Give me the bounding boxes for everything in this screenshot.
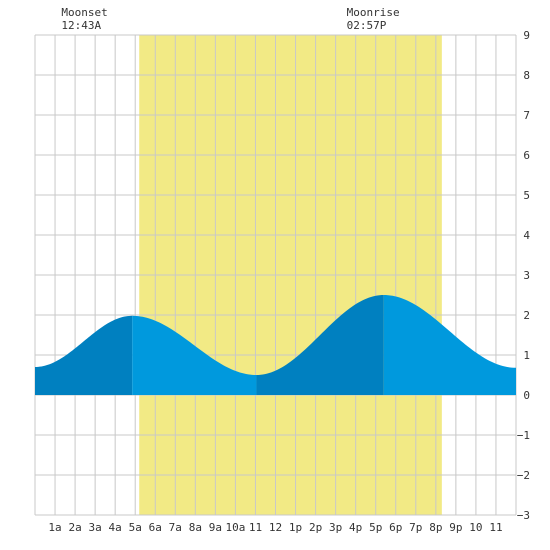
- x-tick-label: 1a: [48, 521, 61, 534]
- x-tick-label: 7p: [409, 521, 422, 534]
- x-tick-label: 7a: [169, 521, 182, 534]
- x-tick-label: 11: [249, 521, 262, 534]
- x-tick-label: 6p: [389, 521, 402, 534]
- y-tick-label: 5: [523, 189, 530, 202]
- x-tick-label: 6a: [149, 521, 162, 534]
- y-tick-label: 1: [523, 349, 530, 362]
- x-tick-label: 3p: [329, 521, 342, 534]
- tide-rising-segment: [35, 315, 133, 395]
- y-tick-label: −1: [517, 429, 530, 442]
- x-tick-label: 12: [269, 521, 282, 534]
- x-tick-label: 2a: [68, 521, 81, 534]
- y-tick-label: 9: [523, 29, 530, 42]
- x-tick-label: 10: [469, 521, 482, 534]
- x-tick-label: 5p: [369, 521, 382, 534]
- y-axis-labels: 9 8 7 6 5 4 3 2 1 0 −1 −2 −3: [517, 29, 531, 522]
- y-tick-label: 2: [523, 309, 530, 322]
- tide-rising-segment: [256, 295, 384, 395]
- x-tick-label: 4a: [109, 521, 122, 534]
- x-tick-label: 10a: [225, 521, 245, 534]
- y-tick-label: 3: [523, 269, 530, 282]
- y-tick-label: 8: [523, 69, 530, 82]
- x-tick-label: 1p: [289, 521, 302, 534]
- y-tick-label: 0: [523, 389, 530, 402]
- x-tick-label: 8a: [189, 521, 202, 534]
- y-tick-label: −2: [517, 469, 530, 482]
- y-tick-label: 6: [523, 149, 530, 162]
- x-tick-label: 11: [489, 521, 502, 534]
- x-tick-label: 5a: [129, 521, 142, 534]
- x-tick-label: 8p: [429, 521, 442, 534]
- x-tick-label: 9p: [449, 521, 462, 534]
- y-tick-label: 7: [523, 109, 530, 122]
- x-axis-labels: 1a 2a 3a 4a 5a 6a 7a 8a 9a 10a 11 12 1p 2p 3p 4p 5p 6p 7p 8…: [48, 521, 502, 534]
- moon-event-time: 12:43A: [61, 19, 101, 32]
- tide-falling-segment: [132, 315, 257, 395]
- x-tick-label: 2p: [309, 521, 322, 534]
- y-tick-label: −3: [517, 509, 530, 522]
- tide-falling-segment: [383, 295, 516, 395]
- x-tick-label: 3a: [89, 521, 102, 534]
- moon-event-label: Moonset: [61, 6, 107, 19]
- y-tick-label: 4: [523, 229, 530, 242]
- tide-area: [35, 295, 516, 395]
- x-tick-label: 9a: [209, 521, 222, 534]
- x-tick-label: 4p: [349, 521, 362, 534]
- moon-event-time: 02:57P: [347, 19, 387, 32]
- moon-event-label: Moonrise: [347, 6, 400, 19]
